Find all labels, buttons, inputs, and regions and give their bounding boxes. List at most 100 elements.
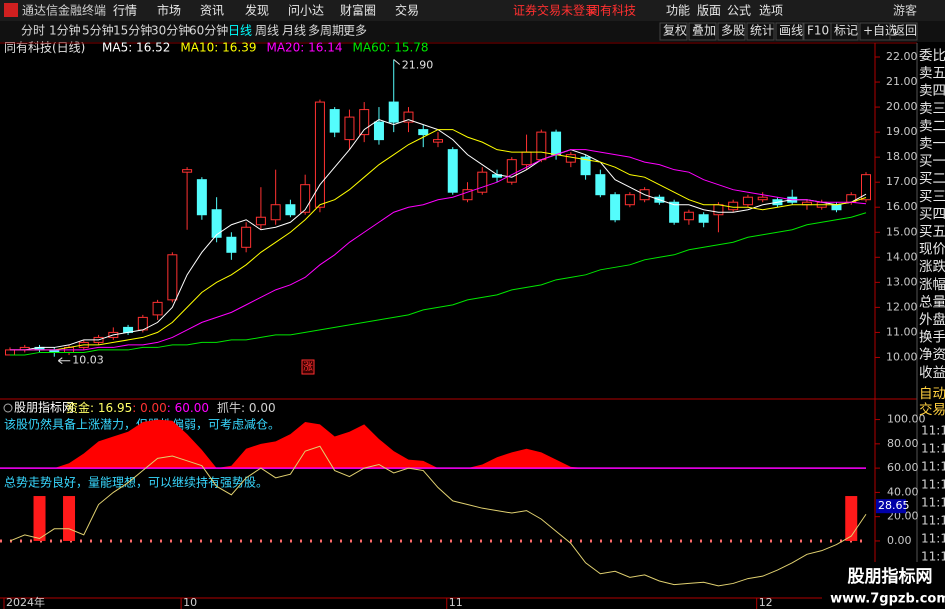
menu-item[interactable]: 功能 <box>666 4 690 18</box>
candle-body <box>152 301 163 316</box>
toolbar-button-label[interactable]: 统计 <box>750 24 774 38</box>
quote-label[interactable]: 委比 <box>919 48 945 64</box>
menu-item[interactable]: 行情 <box>113 4 137 18</box>
y-tick-label: 20.00 <box>886 100 918 113</box>
indicator-value: : 60.00 <box>167 401 209 415</box>
quote-label[interactable]: 买五 <box>919 224 945 240</box>
candle-body <box>683 211 694 221</box>
min-label: 10.03 <box>72 354 104 367</box>
toolbar-button-label[interactable]: 标记 <box>834 24 858 38</box>
menu-item[interactable]: 问小达 <box>288 4 324 18</box>
toolbar-button[interactable] <box>775 22 804 41</box>
candle-body <box>167 254 178 301</box>
candle-body <box>329 109 340 133</box>
toolbar-button-label[interactable]: F10 <box>807 24 829 38</box>
quote-label[interactable]: 买一 <box>919 154 945 170</box>
quote-label[interactable]: 卖四 <box>919 83 945 99</box>
x-tick-label: 10 <box>183 596 197 609</box>
quote-label[interactable]: 收益 <box>919 365 945 381</box>
toolbar-button-label[interactable]: +自选 <box>863 24 897 38</box>
toolbar-button[interactable] <box>746 22 775 41</box>
menu-item[interactable]: 发现 <box>245 3 269 18</box>
menu-item[interactable]: 选项 <box>759 4 783 18</box>
menu-item[interactable]: 资讯 <box>200 4 224 18</box>
quote-label[interactable]: 涨跌 <box>919 259 945 275</box>
fund-line <box>9 445 867 587</box>
quote-label[interactable]: 买四 <box>919 206 945 222</box>
period-tab[interactable]: 15分钟 <box>113 23 152 38</box>
candle-body <box>285 204 296 216</box>
period-tab[interactable]: 30分钟 <box>151 23 190 38</box>
indicator-icon[interactable] <box>3 403 13 413</box>
toolbar-button[interactable] <box>889 22 918 41</box>
period-tab[interactable]: 分时 <box>21 24 45 38</box>
quote-label[interactable]: 涨幅 <box>919 277 945 293</box>
menu-item[interactable]: 公式 <box>727 4 751 18</box>
current-value: 28.65 <box>878 499 910 512</box>
menu-item[interactable]: 市场 <box>157 3 181 18</box>
y-tick-label: 80.00 <box>887 437 919 450</box>
x-tick-label: 11 <box>449 596 463 609</box>
quote-label[interactable]: 买三 <box>919 189 945 205</box>
y-tick-label: 0.00 <box>887 534 912 547</box>
quote-label[interactable]: 卖三 <box>919 101 945 117</box>
quote-label[interactable]: 买二 <box>919 171 945 187</box>
menu-bar <box>0 0 945 21</box>
user[interactable]: 游客 <box>893 3 917 18</box>
toolbar-button[interactable] <box>717 22 746 41</box>
period-tab[interactable]: 5分钟 <box>82 23 114 38</box>
stock-title: 同有科技(日线) <box>4 41 85 55</box>
period-tab[interactable]: 日线 <box>228 24 252 38</box>
menu-item[interactable]: 版面 <box>697 4 721 18</box>
toolbar-button-label[interactable]: 画线 <box>779 24 803 38</box>
candle-body <box>462 189 473 201</box>
candle-body <box>861 174 871 201</box>
quote-label[interactable]: 卖二 <box>919 118 945 134</box>
quote-label[interactable]: 现价 <box>919 242 945 258</box>
menu-item[interactable]: 财富圈 <box>340 3 376 18</box>
sidebar-tab[interactable]: 自动 <box>919 386 945 402</box>
period-tab[interactable]: 月线 <box>282 24 306 38</box>
period-tab[interactable]: 周线 <box>255 24 279 38</box>
toolbar-button-label[interactable]: 叠加 <box>692 24 716 38</box>
candle-body <box>388 101 399 123</box>
indicator-value: : 0.00 <box>132 401 167 415</box>
period-bar <box>0 21 945 42</box>
toolbar-button[interactable] <box>659 22 688 41</box>
toolbar-button-label[interactable]: 返回 <box>893 24 917 38</box>
quote-label[interactable]: 总量 <box>919 294 945 310</box>
trade-time: 11:12 <box>921 424 945 438</box>
company-name: 同有科技 <box>588 4 636 18</box>
trade-notice[interactable]: 证券交易未登录 <box>513 3 597 18</box>
candle-body <box>447 149 458 193</box>
period-tab[interactable]: 更多 <box>343 24 367 38</box>
toolbar-button-label[interactable]: 多股 <box>721 24 745 38</box>
candle-body <box>226 236 237 253</box>
quote-label[interactable]: 卖一 <box>919 136 945 152</box>
ma-legend: MA20: 16.14 <box>266 41 342 55</box>
candle-body <box>359 109 370 136</box>
candle-body <box>182 169 193 173</box>
app-title: 通达信金融终端 <box>22 3 106 18</box>
menu-item[interactable]: 交易 <box>395 3 419 18</box>
toolbar-button-label[interactable]: 复权 <box>663 24 687 38</box>
period-tab[interactable]: 60分钟 <box>189 23 228 38</box>
candle-body <box>669 201 680 223</box>
candle-body <box>580 156 591 176</box>
y-tick-label: 16.00 <box>886 200 918 213</box>
y-tick-label: 17.00 <box>886 175 918 188</box>
quote-label[interactable]: 换手 <box>919 330 945 346</box>
candle-body <box>373 121 384 141</box>
quote-label[interactable]: 外盘 <box>919 311 945 328</box>
candle-body <box>270 204 281 221</box>
quote-label[interactable]: 卖五 <box>919 66 945 82</box>
sidebar-tab[interactable]: 交易 <box>919 401 945 418</box>
toolbar-button[interactable] <box>688 22 717 41</box>
period-tab[interactable]: 多周期 <box>308 24 344 38</box>
period-tab[interactable]: 1分钟 <box>49 23 81 38</box>
app-logo <box>4 3 18 17</box>
quote-label[interactable]: 净资 <box>919 347 945 363</box>
candle-body <box>344 116 355 141</box>
toolbar-button[interactable] <box>830 22 859 41</box>
